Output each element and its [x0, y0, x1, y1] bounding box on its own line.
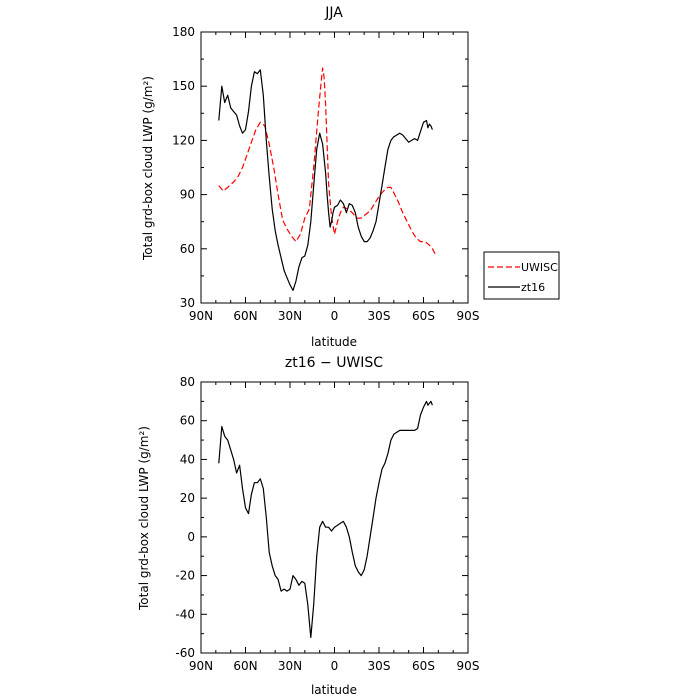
legend-uwisc-label: UWISC: [521, 261, 558, 274]
top-x-tick-label: 60S: [412, 309, 435, 323]
top-title: JJA: [324, 5, 343, 21]
top-y-tick-label: 60: [180, 242, 195, 256]
bottom-x-tick-label: 60N: [233, 659, 257, 673]
legend-zt16-label: zt16: [521, 281, 545, 294]
bottom-x-tick-label: 60S: [412, 659, 435, 673]
bottom-x-tick-label: 30S: [368, 659, 391, 673]
top-x-tick-label: 30S: [368, 309, 391, 323]
top-series-zt16: [218, 69, 433, 291]
top-x-tick-label: 30N: [278, 309, 302, 323]
top-y-tick-label: 120: [172, 133, 195, 147]
bottom-y-axis-label: Total grd-box cloud LWP (g/m²): [137, 426, 151, 611]
bottom-panel: zt16 − UWISC 90N 60N 30N 0 30S 60S 90S -60 -40 -2…: [137, 355, 479, 697]
bottom-title: zt16 − UWISC: [285, 355, 383, 371]
top-y-tick-label: 90: [180, 188, 195, 202]
top-plot-frame: [200, 31, 469, 304]
top-x-tick-label: 60N: [233, 309, 257, 323]
bottom-series-group: [218, 400, 433, 639]
bottom-y-tick-label: -40: [175, 607, 195, 621]
top-series-uwisc: [218, 67, 436, 255]
bottom-x-tick-label: 90N: [189, 659, 213, 673]
top-y-tick-label: 180: [172, 25, 195, 39]
bottom-y-tick-label: -60: [175, 646, 195, 660]
top-x-tick-label: 0: [331, 309, 339, 323]
bottom-y-tick-label: -20: [175, 569, 195, 583]
top-x-tick-label: 90S: [457, 309, 480, 323]
legend-box: [483, 251, 560, 300]
bottom-x-tick-label: 30N: [278, 659, 302, 673]
top-panel: JJA 90N 60N 30N 0 30S 60S 90S 30 60 90 120 150 180 l…: [141, 5, 560, 349]
bottom-y-tick-label: 60: [180, 414, 195, 428]
bottom-x-tick-label: 0: [331, 659, 339, 673]
bottom-series-line0: [218, 400, 433, 639]
bottom-x-tick-label: 90S: [457, 659, 480, 673]
top-axes: 90N 60N 30N 0 30S 60S 90S 30 60 90 120 150 180: [172, 25, 479, 323]
bottom-y-tick-label: 20: [180, 491, 195, 505]
bottom-y-tick-label: 80: [180, 375, 195, 389]
top-y-tick-label: 150: [172, 79, 195, 93]
legend: UWISC zt16: [483, 251, 560, 300]
top-x-axis-label: latitude: [311, 335, 357, 349]
bottom-y-tick-label: 40: [180, 452, 195, 466]
top-y-tick-label: 30: [180, 296, 195, 310]
top-series-group: [218, 67, 436, 291]
top-y-axis-label: Total grd-box cloud LWP (g/m²): [141, 76, 155, 261]
bottom-axes: 90N 60N 30N 0 30S 60S 90S -60 -40 -20 0 20 40 60 80: [175, 375, 479, 673]
top-x-tick-label: 90N: [189, 309, 213, 323]
bottom-plot-frame: [200, 381, 469, 654]
bottom-y-tick-label: 0: [187, 530, 195, 544]
bottom-x-axis-label: latitude: [311, 683, 357, 697]
